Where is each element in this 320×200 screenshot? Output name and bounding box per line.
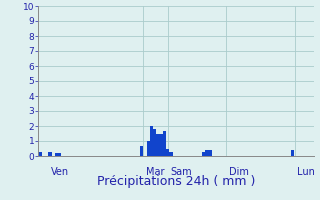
Bar: [166, 148, 170, 156]
Bar: [160, 134, 163, 156]
Bar: [140, 146, 143, 156]
Text: Lun: Lun: [297, 167, 315, 177]
Text: Sam: Sam: [171, 167, 192, 177]
Bar: [38, 152, 42, 156]
Bar: [170, 152, 173, 156]
Text: Dim: Dim: [228, 167, 248, 177]
Bar: [205, 150, 209, 156]
X-axis label: Précipitations 24h ( mm ): Précipitations 24h ( mm ): [97, 175, 255, 188]
Bar: [291, 150, 294, 156]
Bar: [209, 150, 212, 156]
Bar: [202, 152, 205, 156]
Bar: [163, 130, 166, 156]
Bar: [48, 152, 52, 156]
Bar: [150, 126, 153, 156]
Bar: [58, 153, 61, 156]
Text: Ven: Ven: [51, 167, 69, 177]
Bar: [153, 129, 156, 156]
Bar: [55, 153, 58, 156]
Bar: [147, 141, 150, 156]
Bar: [156, 134, 160, 156]
Text: Mar: Mar: [146, 167, 164, 177]
